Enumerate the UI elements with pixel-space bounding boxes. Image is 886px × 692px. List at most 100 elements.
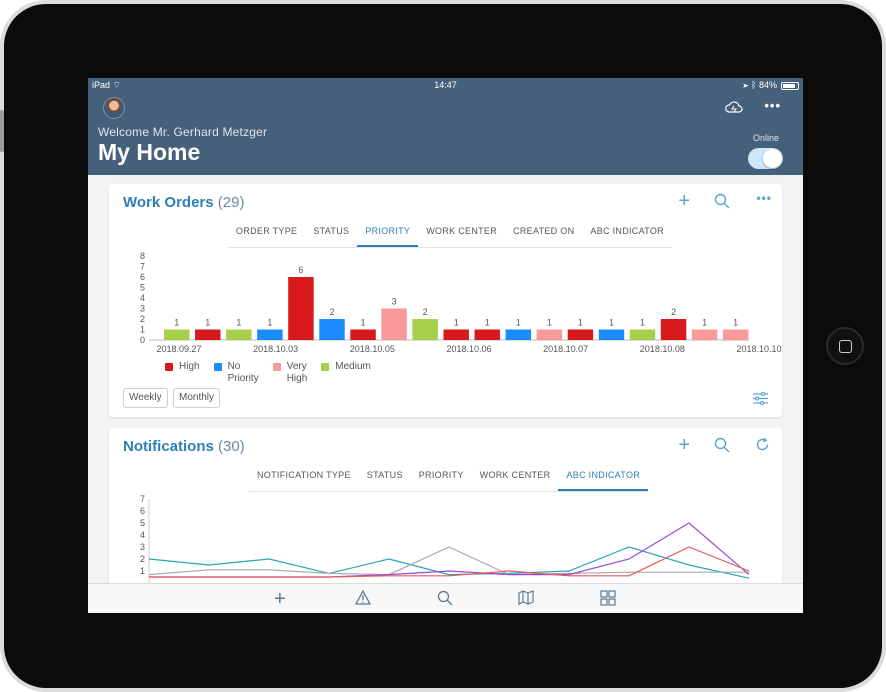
- legend-label: Medium: [335, 361, 371, 372]
- weekly-button[interactable]: Weekly: [123, 388, 168, 408]
- bar-value-label: 1: [733, 318, 738, 328]
- page-title: My Home: [98, 139, 201, 165]
- tab-work-center[interactable]: WORK CENTER: [426, 226, 498, 236]
- bar: [257, 329, 283, 340]
- bar-value-label: 1: [205, 318, 210, 328]
- home-button[interactable]: [826, 327, 864, 365]
- tab-priority[interactable]: PRIORITY: [357, 222, 419, 247]
- legend-label: High: [179, 361, 200, 372]
- online-toggle[interactable]: [748, 148, 783, 169]
- bar-value-label: 1: [547, 318, 552, 328]
- bar: [629, 329, 656, 340]
- status-bar: iPad ⌔ 14:47 ➤ ᛒ 84%: [88, 78, 803, 94]
- y-tick-label: 7: [140, 494, 145, 504]
- more-options-icon[interactable]: •••: [756, 191, 772, 205]
- y-tick-label: 1: [140, 325, 145, 335]
- bar: [195, 329, 221, 340]
- bar-value-label: 3: [392, 297, 397, 307]
- y-tick-label: 7: [140, 262, 145, 272]
- monthly-button[interactable]: Monthly: [173, 388, 221, 408]
- legend-swatch: [213, 363, 222, 371]
- bar: [350, 329, 376, 340]
- bar: [660, 319, 687, 340]
- legend-item[interactable]: Medium: [321, 361, 371, 385]
- bar: [722, 329, 749, 340]
- y-tick-label: 6: [140, 506, 145, 516]
- bar-value-label: 1: [267, 318, 272, 328]
- work-orders-title: Work Orders (29): [123, 194, 245, 211]
- add-icon[interactable]: +: [678, 434, 690, 456]
- y-tick-label: 4: [140, 293, 145, 303]
- avatar[interactable]: [103, 97, 125, 119]
- x-tick-label: 2018.10.08: [640, 344, 685, 354]
- bar: [691, 329, 718, 340]
- grid-icon[interactable]: [600, 590, 616, 610]
- tab-priority[interactable]: PRIORITY: [418, 470, 464, 480]
- warning-icon[interactable]: [354, 589, 372, 609]
- bar: [412, 319, 438, 340]
- x-tick-label: 2018.10.10: [736, 344, 781, 354]
- work-orders-legend: High No Priority Very High Medium: [165, 361, 385, 385]
- bar: [567, 329, 594, 340]
- bluetooth-icon: ᛒ: [751, 80, 757, 90]
- bar: [505, 329, 532, 340]
- bar-value-label: 1: [578, 318, 583, 328]
- search-icon[interactable]: [437, 590, 453, 610]
- search-icon[interactable]: [714, 193, 730, 214]
- tab-created-on[interactable]: CREATED ON: [513, 226, 575, 236]
- tab-status[interactable]: STATUS: [366, 470, 403, 480]
- add-icon[interactable]: +: [274, 588, 286, 610]
- bar-value-label: 1: [174, 318, 179, 328]
- tab-notification-type[interactable]: NOTIFICATION TYPE: [257, 470, 351, 480]
- x-tick-label: 2018.10.06: [446, 344, 491, 354]
- battery-percent: ➤ ᛒ 84%: [743, 80, 777, 90]
- notifications-card: Notifications (30) + NOTIFICATION TYPE ST…: [109, 428, 782, 613]
- volume-key: [0, 110, 4, 152]
- bar: [288, 277, 314, 340]
- y-tick-label: 6: [140, 272, 145, 282]
- bar-value-label: 1: [609, 318, 614, 328]
- work-orders-card: Work Orders (29) + ••• ORDER TYPE STATUS P…: [109, 184, 782, 417]
- legend-item[interactable]: No Priority: [213, 361, 259, 385]
- bar-value-label: 1: [454, 318, 459, 328]
- y-tick-label: 2: [140, 554, 145, 564]
- series-line: [149, 522, 750, 578]
- bar: [319, 319, 345, 340]
- location-icon: ➤: [743, 80, 749, 90]
- legend-item[interactable]: High: [165, 361, 200, 385]
- work-orders-count: (29): [217, 194, 245, 211]
- tab-abc-indicator[interactable]: ABC INDICATOR: [590, 226, 664, 236]
- bar-value-label: 1: [485, 318, 490, 328]
- tab-work-center[interactable]: WORK CENTER: [479, 470, 551, 480]
- tab-abc-indicator[interactable]: ABC INDICATOR: [558, 466, 649, 491]
- y-tick-label: 4: [140, 530, 145, 540]
- x-tick-label: 2018.10.05: [350, 344, 395, 354]
- bar: [443, 329, 469, 340]
- legend-item[interactable]: Very High: [272, 361, 307, 385]
- add-icon[interactable]: +: [678, 190, 690, 212]
- y-tick-label: 5: [140, 518, 145, 528]
- bar-value-label: 1: [516, 318, 521, 328]
- refresh-icon[interactable]: [755, 437, 770, 457]
- notifications-line-chart: 1 2 3 4 5 6 7: [140, 494, 750, 593]
- y-tick-label: 1: [140, 566, 145, 576]
- tab-order-type[interactable]: ORDER TYPE: [236, 226, 298, 236]
- x-tick-label: 2018.10.03: [253, 344, 298, 354]
- bar-value-label: 1: [640, 318, 645, 328]
- filter-settings-icon[interactable]: [753, 391, 768, 410]
- bar: [381, 308, 407, 340]
- bar-value-label: 1: [702, 318, 707, 328]
- map-icon[interactable]: [518, 590, 535, 609]
- battery-icon: [781, 82, 799, 90]
- bar: [536, 329, 563, 340]
- bar-value-label: 6: [298, 265, 303, 275]
- clock: 14:47: [434, 80, 457, 90]
- tab-status[interactable]: STATUS: [313, 226, 350, 236]
- bar: [598, 329, 625, 340]
- y-tick-label: 2: [140, 314, 145, 324]
- carrier-label: iPad ⌔: [92, 80, 121, 90]
- cloud-sync-icon[interactable]: [725, 100, 743, 117]
- more-options-icon[interactable]: •••: [764, 98, 781, 113]
- search-icon[interactable]: [714, 437, 730, 458]
